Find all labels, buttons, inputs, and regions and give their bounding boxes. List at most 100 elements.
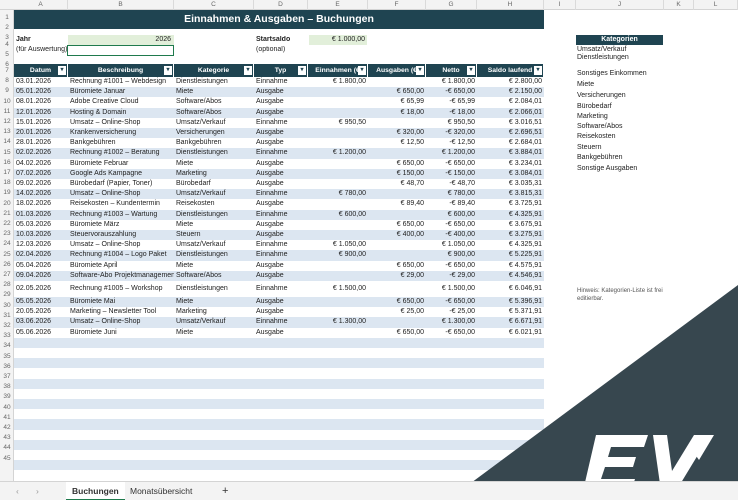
table-cell[interactable]: 02.02.2026 xyxy=(16,149,52,157)
row-header[interactable]: 22 xyxy=(3,220,11,227)
table-cell[interactable]: Rechnung #1005 – Workshop xyxy=(70,285,163,292)
kategorie-item[interactable]: Versicherungen xyxy=(577,92,626,99)
row-header[interactable]: 28 xyxy=(3,281,11,289)
table-row[interactable]: 08.01.2026 Adobe Creative Cloud Software/A… xyxy=(14,97,544,107)
table-cell[interactable]: Umsatz – Online-Shop xyxy=(70,190,141,198)
table-cell[interactable]: € 6.046,91 xyxy=(508,285,542,292)
table-cell[interactable] xyxy=(368,281,426,297)
table-cell[interactable]: 20.01.2026 xyxy=(16,129,52,136)
table-cell[interactable] xyxy=(308,87,368,97)
table-cell[interactable]: -€ 65,99 xyxy=(449,98,475,106)
table-cell[interactable]: € 320,00 xyxy=(396,129,424,136)
empty-row[interactable] xyxy=(14,399,544,410)
table-cell[interactable]: € 2.084,01 xyxy=(508,98,542,106)
table-cell[interactable]: Ausgabe xyxy=(256,308,284,316)
table-cell[interactable]: Einnahme xyxy=(256,318,288,326)
table-row[interactable]: 05.04.2026 Büromiete April Miete Ausgabe € 6… xyxy=(14,261,544,271)
table-cell[interactable]: Rechnung #1002 – Beratung xyxy=(70,149,160,157)
table-cell[interactable]: € 2.800,00 xyxy=(508,78,542,85)
table-cell[interactable]: 03.06.2026 xyxy=(16,318,52,326)
table-cell[interactable]: € 950,50 xyxy=(447,118,475,126)
table-cell[interactable]: -€ 650,00 xyxy=(445,298,475,305)
table-cell[interactable]: -€ 89,40 xyxy=(449,200,475,208)
table-cell[interactable]: Miete xyxy=(176,298,194,305)
table-cell[interactable]: € 2.066,01 xyxy=(508,108,542,116)
table-cell[interactable]: Steuervorauszahlung xyxy=(70,231,137,238)
table-cell[interactable]: € 5.396,91 xyxy=(508,298,542,305)
table-cell[interactable]: € 780,00 xyxy=(338,190,366,198)
table-row[interactable]: 07.02.2026 Google Ads Kampagne Marketing Au… xyxy=(14,168,544,179)
empty-row[interactable] xyxy=(14,378,544,389)
table-cell[interactable]: Ausgabe xyxy=(256,129,284,136)
table-cell[interactable]: Ausgabe xyxy=(256,159,284,167)
filter-dropdown-icon[interactable]: ▾ xyxy=(164,66,172,75)
table-cell[interactable]: € 65,99 xyxy=(400,98,424,106)
jahr-input[interactable]: 2026 xyxy=(68,35,174,45)
row-header[interactable]: 41 xyxy=(3,413,11,421)
table-cell[interactable]: € 1.800,00 xyxy=(441,78,475,85)
table-cell[interactable]: € 780,00 xyxy=(447,190,475,198)
table-row[interactable]: 20.01.2026 Krankenversicherung Versicherun… xyxy=(14,128,544,139)
row-header[interactable]: 11 xyxy=(3,107,11,115)
table-cell[interactable]: Büromiete Mai xyxy=(70,298,116,305)
row-header[interactable]: 4 xyxy=(5,41,9,48)
kategorie-item[interactable]: Reisekosten xyxy=(577,133,616,140)
table-cell[interactable] xyxy=(308,179,368,189)
table-cell[interactable]: € 4.546,91 xyxy=(508,271,542,279)
kategorie-item[interactable]: Sonstige Ausgaben xyxy=(577,165,638,172)
empty-row[interactable] xyxy=(14,439,544,450)
table-cell[interactable]: € 3.884,01 xyxy=(508,149,542,157)
table-cell[interactable]: Einnahme xyxy=(256,251,288,259)
table-cell[interactable] xyxy=(368,240,426,250)
row-header[interactable]: 19 xyxy=(3,189,11,197)
table-cell[interactable]: Büromiete Januar xyxy=(70,88,126,96)
filter-dropdown-icon[interactable]: ▾ xyxy=(244,66,252,75)
row-header[interactable]: 43 xyxy=(3,434,11,442)
table-cell[interactable]: 15.01.2026 xyxy=(16,118,52,126)
table-cell[interactable]: € 4.575,91 xyxy=(508,261,542,269)
tab-nav-prev[interactable]: ‹ xyxy=(16,486,19,496)
table-cell[interactable] xyxy=(308,261,368,271)
table-cell[interactable]: € 2.150,00 xyxy=(508,88,542,96)
tab-monatsuebersicht[interactable]: Monatsübersicht xyxy=(130,486,193,496)
filter-dropdown-icon[interactable]: ▾ xyxy=(534,66,542,75)
table-cell[interactable]: € 1.050,00 xyxy=(441,241,475,249)
row-header[interactable]: 25 xyxy=(3,250,11,258)
table-cell[interactable] xyxy=(308,108,368,118)
empty-row[interactable] xyxy=(14,460,544,471)
table-cell[interactable]: € 2.696,51 xyxy=(508,129,542,136)
row-header[interactable]: 10 xyxy=(3,97,11,105)
table-cell[interactable]: -€ 650,00 xyxy=(445,159,475,167)
table-cell[interactable]: Einnahme xyxy=(256,210,288,218)
table-cell[interactable]: 28.01.2026 xyxy=(16,139,52,147)
table-cell[interactable]: Google Ads Kampagne xyxy=(70,169,142,177)
table-cell[interactable]: Büromiete Februar xyxy=(70,159,129,167)
table-cell[interactable]: Versicherungen xyxy=(176,129,225,136)
table-cell[interactable]: 09.04.2026 xyxy=(16,271,52,279)
table-cell[interactable]: Einnahme xyxy=(256,241,288,249)
table-cell[interactable]: Bürobedarf (Papier, Toner) xyxy=(70,180,153,187)
table-cell[interactable]: € 950,50 xyxy=(338,118,366,126)
table-cell[interactable] xyxy=(368,189,426,199)
table-cell[interactable]: Miete xyxy=(176,328,194,336)
table-cell[interactable]: 03.01.2026 xyxy=(16,78,52,85)
table-cell[interactable]: Reisekosten xyxy=(176,200,215,208)
table-cell[interactable]: Dienstleistungen xyxy=(176,149,228,157)
table-cell[interactable]: Ausgabe xyxy=(256,108,284,116)
table-cell[interactable]: € 1.200,00 xyxy=(441,149,475,157)
tab-nav-next[interactable]: › xyxy=(36,486,39,496)
table-cell[interactable]: € 3.275,91 xyxy=(508,231,542,238)
table-cell[interactable]: € 150,00 xyxy=(396,169,424,177)
table-cell[interactable]: Miete xyxy=(176,261,194,269)
kategorie-item[interactable]: Dienstleistungen xyxy=(577,54,629,61)
table-cell[interactable]: Büromiete März xyxy=(70,220,120,228)
table-cell[interactable]: Bürobedarf xyxy=(176,180,211,187)
table-cell[interactable]: Büromiete Juni xyxy=(70,328,117,336)
column-header[interactable]: G xyxy=(426,0,477,10)
table-cell[interactable]: 09.02.2026 xyxy=(16,180,52,187)
table-cell[interactable] xyxy=(368,77,426,87)
column-header[interactable]: B xyxy=(68,0,174,10)
table-cell[interactable]: Dienstleistungen xyxy=(176,210,228,218)
row-header[interactable]: 34 xyxy=(3,342,11,350)
table-cell[interactable] xyxy=(308,297,368,307)
